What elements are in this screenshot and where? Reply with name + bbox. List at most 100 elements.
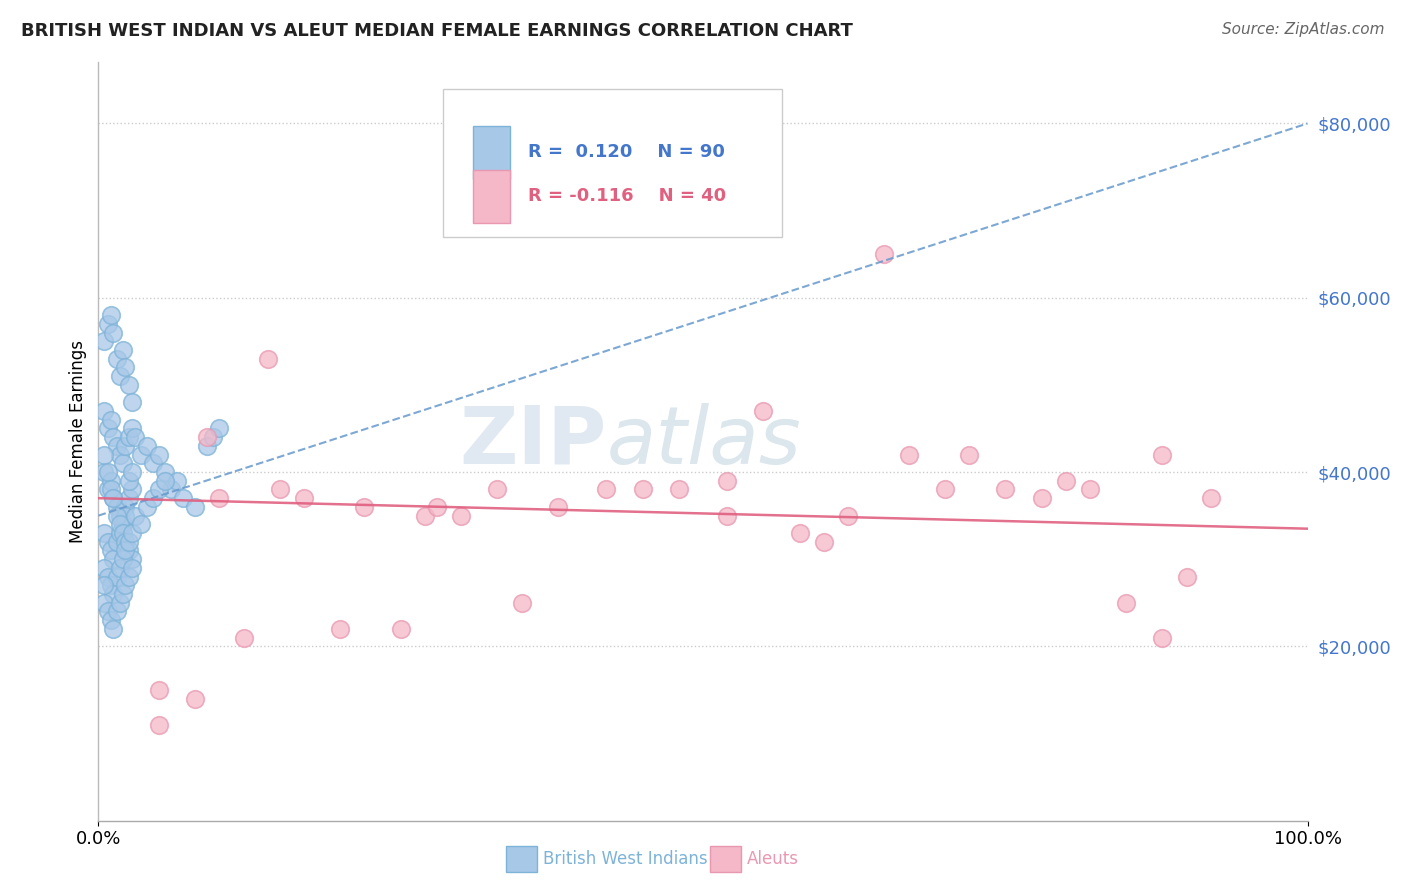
Point <box>486 483 509 497</box>
Point <box>873 247 896 261</box>
Point <box>97 317 120 331</box>
Point <box>93 404 115 418</box>
Text: atlas: atlas <box>606 402 801 481</box>
Text: R = -0.116    N = 40: R = -0.116 N = 40 <box>527 187 725 205</box>
Point <box>108 369 131 384</box>
Point <box>105 534 128 549</box>
Point <box>100 543 122 558</box>
Point <box>93 334 115 349</box>
Point <box>105 508 128 523</box>
FancyBboxPatch shape <box>474 126 509 178</box>
Point <box>93 465 115 479</box>
Point <box>1152 631 1174 645</box>
Point <box>101 552 124 566</box>
Point <box>789 526 811 541</box>
Point <box>100 578 122 592</box>
Point <box>934 483 956 497</box>
Point <box>153 465 176 479</box>
Point <box>97 534 120 549</box>
Point <box>121 526 143 541</box>
Point <box>837 508 859 523</box>
Point <box>114 360 136 375</box>
Point <box>413 508 436 523</box>
Text: ZIP: ZIP <box>458 402 606 481</box>
Point <box>101 491 124 506</box>
Point <box>114 508 136 523</box>
Point <box>121 552 143 566</box>
Point <box>97 569 120 583</box>
Point <box>1115 596 1137 610</box>
Text: Source: ZipAtlas.com: Source: ZipAtlas.com <box>1222 22 1385 37</box>
Point <box>118 474 141 488</box>
Point <box>108 517 131 532</box>
Point <box>93 578 115 592</box>
Point <box>121 465 143 479</box>
Point <box>208 491 231 506</box>
Point <box>111 552 134 566</box>
Point <box>153 474 176 488</box>
Point <box>108 526 131 541</box>
Point <box>111 456 134 470</box>
Point <box>118 534 141 549</box>
Point <box>100 613 122 627</box>
Point <box>101 326 124 340</box>
Point <box>897 448 920 462</box>
Point <box>547 500 569 514</box>
Point <box>148 682 170 697</box>
Point <box>121 421 143 435</box>
Point <box>148 718 170 732</box>
Point <box>121 483 143 497</box>
Point <box>1054 474 1077 488</box>
Point <box>752 404 775 418</box>
Point <box>121 561 143 575</box>
Text: British West Indians: British West Indians <box>543 850 707 868</box>
Point <box>353 500 375 514</box>
Point <box>1078 483 1101 497</box>
Point <box>232 631 254 645</box>
Y-axis label: Median Female Earnings: Median Female Earnings <box>69 340 87 543</box>
Point <box>1152 448 1174 462</box>
Point <box>389 622 412 636</box>
Point <box>124 430 146 444</box>
Point <box>114 543 136 558</box>
Point <box>114 534 136 549</box>
Point <box>994 483 1017 497</box>
Point <box>111 517 134 532</box>
Point <box>97 605 120 619</box>
Point <box>105 605 128 619</box>
Text: R =  0.120    N = 90: R = 0.120 N = 90 <box>527 144 724 161</box>
Point <box>142 491 165 506</box>
Point <box>957 448 980 462</box>
Point <box>118 377 141 392</box>
Point <box>114 500 136 514</box>
Point <box>148 483 170 497</box>
Point <box>114 578 136 592</box>
Point <box>97 465 120 479</box>
Point <box>118 569 141 583</box>
Point <box>105 500 128 514</box>
Point <box>100 308 122 322</box>
Point <box>108 561 131 575</box>
Point <box>101 622 124 636</box>
Point <box>813 534 835 549</box>
Point <box>93 448 115 462</box>
Point <box>148 448 170 462</box>
Point <box>172 491 194 506</box>
Text: BRITISH WEST INDIAN VS ALEUT MEDIAN FEMALE EARNINGS CORRELATION CHART: BRITISH WEST INDIAN VS ALEUT MEDIAN FEMA… <box>21 22 853 40</box>
Point <box>510 596 533 610</box>
Point <box>108 508 131 523</box>
Point <box>101 587 124 601</box>
Point <box>100 413 122 427</box>
Text: Aleuts: Aleuts <box>747 850 799 868</box>
Point <box>184 691 207 706</box>
Point <box>111 343 134 357</box>
Point <box>93 561 115 575</box>
Point <box>105 351 128 366</box>
Point <box>195 439 218 453</box>
Point <box>105 569 128 583</box>
Point <box>631 483 654 497</box>
Point <box>668 483 690 497</box>
Point <box>135 439 157 453</box>
Point <box>118 491 141 506</box>
Point <box>114 439 136 453</box>
